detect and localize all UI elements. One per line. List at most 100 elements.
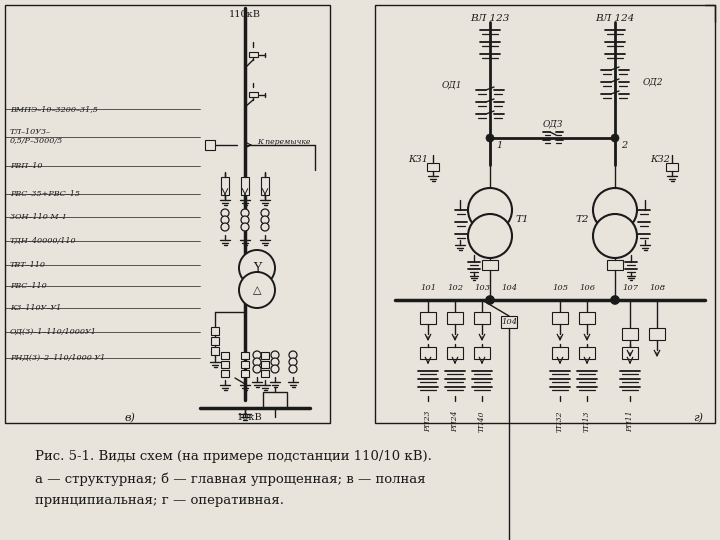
Circle shape [593, 188, 637, 232]
Bar [552, 347, 568, 359]
Bar [622, 328, 638, 340]
Circle shape [271, 351, 279, 359]
Text: ТП40: ТП40 [478, 411, 486, 433]
Bar [649, 328, 665, 340]
Circle shape [253, 351, 261, 359]
Bar [474, 347, 490, 359]
Bar [420, 312, 436, 324]
Text: ВЛ 124: ВЛ 124 [595, 14, 635, 23]
Circle shape [239, 272, 275, 308]
Text: 104: 104 [501, 318, 517, 326]
Text: ТП32: ТП32 [556, 411, 564, 433]
Bar [5, 5, 330, 423]
Text: ЗОН–110 М–I: ЗОН–110 М–I [10, 213, 66, 221]
Circle shape [593, 214, 637, 258]
Bar [221, 177, 229, 195]
Text: 108: 108 [649, 284, 665, 292]
Text: 2: 2 [621, 141, 627, 151]
Bar [501, 316, 517, 328]
Circle shape [261, 209, 269, 217]
Text: 102: 102 [447, 284, 463, 292]
Bar [579, 347, 595, 359]
Bar [666, 163, 678, 171]
Bar [211, 347, 219, 355]
Text: 101: 101 [420, 284, 436, 292]
Bar [447, 312, 463, 324]
Text: ВЛ 123: ВЛ 123 [470, 14, 510, 23]
Text: РП11: РП11 [626, 411, 634, 433]
Text: ОДЗ: ОДЗ [543, 119, 563, 128]
Bar [211, 327, 219, 335]
Text: ОД2: ОД2 [643, 78, 664, 86]
Circle shape [241, 223, 249, 231]
Bar [241, 177, 249, 195]
Text: ОД(З)–1–110/1000У1: ОД(З)–1–110/1000У1 [10, 328, 97, 336]
Circle shape [241, 216, 249, 224]
Text: ТП13: ТП13 [583, 411, 591, 433]
Text: 110кВ: 110кВ [229, 10, 261, 19]
Text: Рис. 5-1. Виды схем (на примере подстанции 110/10 кВ).: Рис. 5-1. Виды схем (на примере подстанц… [35, 450, 432, 463]
Text: РП23: РП23 [424, 411, 432, 433]
Text: ОД1: ОД1 [441, 80, 462, 90]
Text: ТДН–40000/110: ТДН–40000/110 [10, 237, 76, 245]
Bar [261, 361, 269, 368]
Circle shape [241, 209, 249, 217]
Text: 1: 1 [496, 141, 503, 151]
Circle shape [486, 134, 494, 142]
Bar [622, 347, 638, 359]
Circle shape [271, 365, 279, 373]
Text: КЗ–110У–У1: КЗ–110У–У1 [10, 305, 61, 313]
Text: К31: К31 [408, 156, 428, 165]
Text: РВС–35+РВС–15: РВС–35+РВС–15 [10, 190, 80, 198]
Bar [241, 352, 249, 359]
Circle shape [221, 209, 229, 217]
Bar [241, 361, 249, 368]
Circle shape [611, 134, 619, 142]
Bar [263, 392, 287, 408]
Bar [482, 260, 498, 270]
Bar [249, 52, 258, 57]
Circle shape [261, 223, 269, 231]
Text: РВС–110: РВС–110 [10, 282, 47, 290]
Text: Y: Y [253, 261, 261, 274]
Text: 10кВ: 10кВ [237, 414, 263, 422]
Text: Т1: Т1 [516, 215, 529, 225]
Circle shape [239, 250, 275, 286]
Text: а — структурная; б — главная упрощенная; в — полная: а — структурная; б — главная упрощенная;… [35, 472, 426, 485]
Bar [221, 370, 229, 377]
Bar [447, 347, 463, 359]
Text: 104: 104 [501, 284, 517, 292]
Bar [211, 337, 219, 345]
Bar [579, 312, 595, 324]
Bar [261, 177, 269, 195]
Circle shape [611, 296, 619, 304]
Text: Т2: Т2 [575, 215, 589, 225]
Text: принципиальная; г — оперативная.: принципиальная; г — оперативная. [35, 494, 284, 507]
Bar [241, 370, 249, 377]
Bar [249, 92, 258, 97]
Text: △: △ [253, 285, 261, 295]
Circle shape [468, 214, 512, 258]
Bar [261, 352, 269, 359]
Text: РВП–10: РВП–10 [10, 162, 42, 170]
Circle shape [486, 296, 494, 304]
Circle shape [253, 365, 261, 373]
Bar [221, 352, 229, 359]
Bar [261, 370, 269, 377]
Circle shape [261, 216, 269, 224]
Text: 105: 105 [552, 284, 568, 292]
Bar [474, 312, 490, 324]
Bar [205, 140, 215, 150]
Circle shape [289, 358, 297, 366]
Circle shape [289, 351, 297, 359]
Text: г): г) [693, 413, 703, 423]
Bar [607, 260, 623, 270]
Circle shape [221, 216, 229, 224]
Text: 103: 103 [474, 284, 490, 292]
Bar [427, 163, 439, 171]
Text: КЗ2: КЗ2 [650, 156, 670, 165]
Bar [375, 5, 715, 423]
Text: ВМПЭ–10–3200–31,5: ВМПЭ–10–3200–31,5 [10, 105, 98, 113]
Text: ТВТ–110: ТВТ–110 [10, 261, 46, 268]
Text: ТЛ–10УЗ–
0,5/Р–3000/5: ТЛ–10УЗ– 0,5/Р–3000/5 [10, 128, 63, 145]
